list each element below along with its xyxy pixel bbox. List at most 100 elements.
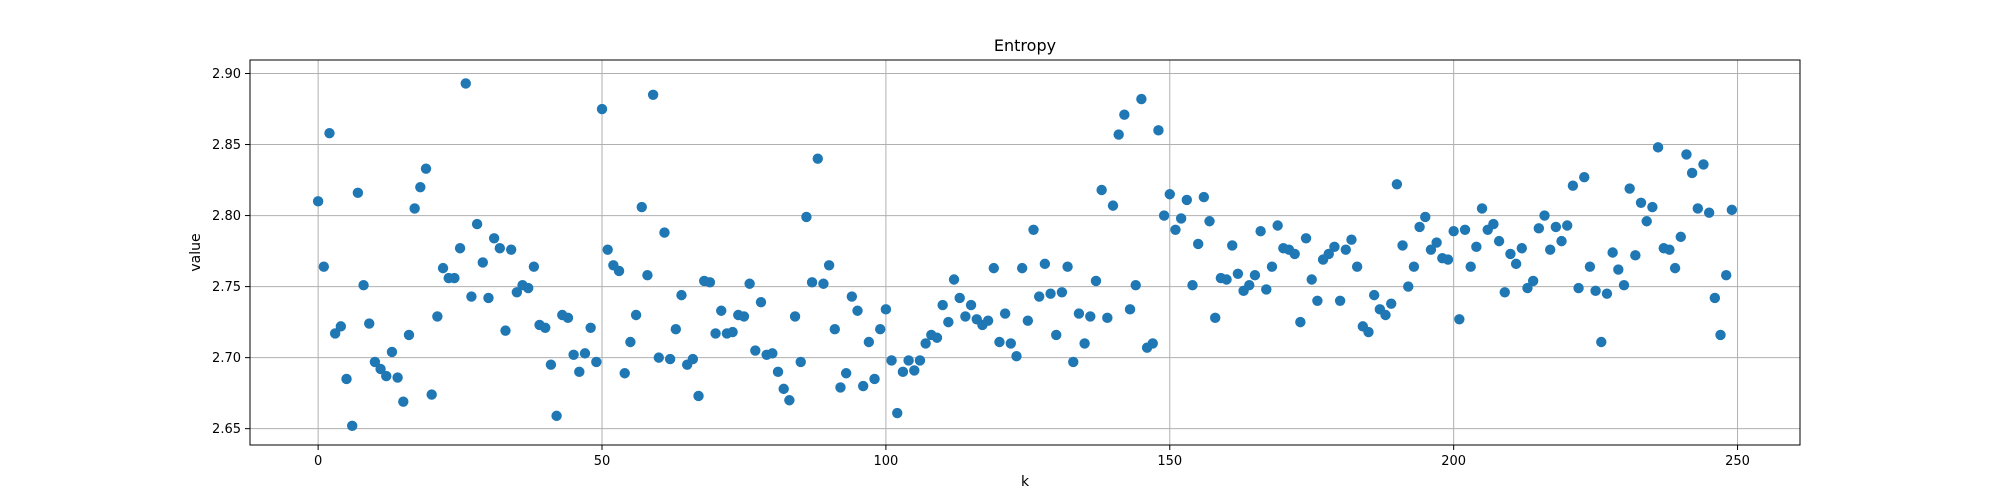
data-point — [613, 265, 625, 277]
data-point — [1136, 93, 1147, 105]
data-point — [1596, 336, 1607, 348]
data-point — [1635, 197, 1647, 208]
data-point — [1153, 125, 1164, 136]
data-point — [352, 187, 364, 199]
data-point — [494, 243, 506, 254]
data-point — [835, 382, 846, 393]
data-point — [1158, 210, 1170, 221]
data-point — [960, 311, 971, 322]
ticks-layer: 0 50 100 150 200 250 2.65 2.70 2.75 2.80 2.85 2.90 — [212, 67, 1750, 469]
x-tick-label: 0 — [314, 454, 322, 469]
data-point — [1244, 279, 1255, 291]
data-point — [1107, 200, 1119, 211]
data-point — [369, 356, 381, 368]
data-point — [1408, 261, 1420, 272]
data-point — [324, 127, 335, 139]
data-point — [364, 318, 375, 329]
data-point — [375, 363, 386, 375]
data-point — [1397, 240, 1408, 251]
data-point — [449, 272, 460, 284]
data-point — [585, 322, 596, 333]
data-point — [1170, 224, 1181, 235]
data-point — [1147, 338, 1158, 349]
data-point — [1323, 248, 1334, 260]
data-point — [1579, 172, 1590, 183]
data-point — [483, 292, 494, 304]
data-point — [727, 326, 738, 338]
data-point — [568, 349, 579, 360]
data-point — [704, 277, 716, 288]
data-point — [1368, 289, 1380, 301]
data-point — [880, 304, 892, 315]
data-point — [403, 329, 415, 341]
data-point — [767, 348, 778, 359]
data-point — [1505, 248, 1516, 260]
data-point — [466, 291, 477, 302]
data-point — [540, 322, 551, 333]
data-point — [1090, 275, 1102, 287]
data-point — [1476, 203, 1488, 214]
data-point — [1039, 258, 1051, 270]
data-point — [1227, 240, 1238, 251]
data-point — [318, 261, 330, 272]
data-point — [1709, 292, 1721, 304]
data-point — [1113, 129, 1124, 140]
data-point — [1175, 213, 1187, 224]
data-point — [1726, 204, 1738, 216]
data-point — [647, 89, 659, 101]
data-point — [693, 390, 704, 402]
data-point — [1266, 261, 1278, 272]
data-point — [1573, 282, 1584, 294]
data-point — [505, 244, 517, 255]
chart-title: Entropy — [994, 36, 1056, 55]
data-point — [1420, 211, 1431, 223]
data-point — [1499, 287, 1510, 298]
data-point — [1686, 167, 1698, 179]
data-point — [1312, 295, 1323, 307]
data-point — [591, 356, 602, 368]
data-point — [1675, 231, 1686, 243]
x-tick-label: 50 — [594, 454, 611, 469]
data-point — [579, 348, 591, 359]
data-point — [1391, 179, 1403, 190]
data-point — [1641, 216, 1652, 227]
data-point — [1601, 288, 1613, 299]
data-point — [789, 311, 801, 322]
data-point — [1539, 210, 1550, 221]
data-point — [1624, 183, 1635, 194]
data-point — [852, 305, 863, 316]
data-point — [1329, 241, 1340, 253]
data-point — [1562, 220, 1573, 231]
data-point — [477, 257, 488, 268]
data-point — [909, 365, 920, 376]
data-point — [1204, 216, 1215, 227]
data-point — [738, 311, 750, 322]
data-point — [329, 328, 341, 339]
data-point — [1720, 270, 1732, 281]
data-point — [437, 262, 449, 274]
data-point — [1351, 261, 1363, 272]
data-point — [1119, 109, 1130, 120]
data-point — [1613, 264, 1624, 275]
data-point — [1079, 338, 1090, 349]
data-point — [988, 262, 999, 274]
data-point — [1664, 244, 1675, 255]
data-point — [562, 312, 574, 324]
data-point — [1698, 159, 1709, 170]
data-point — [999, 308, 1011, 319]
data-point — [1011, 351, 1022, 362]
data-point — [1544, 244, 1556, 255]
data-point — [1295, 316, 1306, 328]
data-point — [1442, 254, 1454, 265]
data-point — [551, 410, 562, 422]
y-axis-label: value — [188, 233, 204, 271]
data-point — [869, 373, 880, 385]
data-point — [386, 346, 398, 358]
data-point — [857, 380, 869, 392]
data-point — [744, 278, 755, 289]
y-tick-label: 2.80 — [212, 209, 241, 224]
x-axis-label: k — [1021, 474, 1030, 490]
data-point — [886, 355, 897, 366]
data-point — [863, 336, 875, 348]
